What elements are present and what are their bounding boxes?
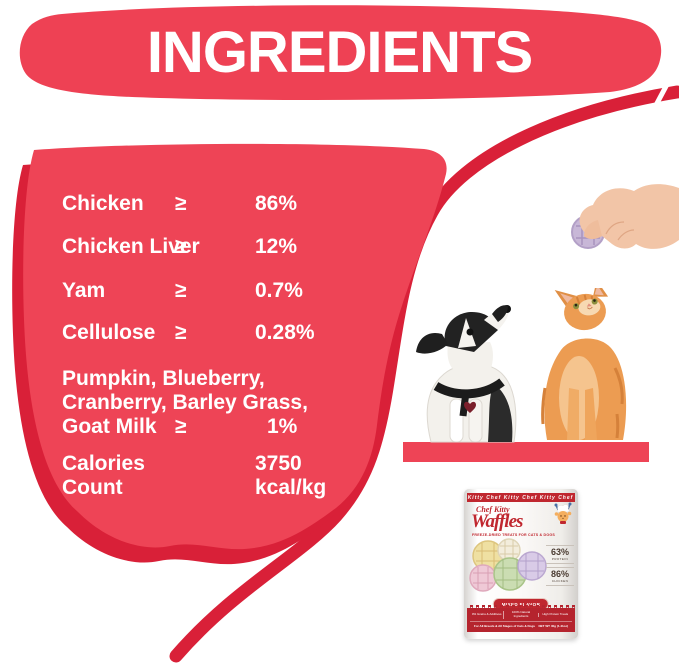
ingredients-blob <box>23 143 447 550</box>
protein-label: PROTEIN <box>551 557 569 561</box>
chicken-badge: 86% CHICKEN <box>546 567 574 586</box>
dog-ear <box>416 332 448 354</box>
calories-label-1: Calories <box>62 452 145 475</box>
ingredient-name: Yam <box>62 279 106 302</box>
chicken-label: CHICKEN <box>551 579 569 583</box>
hand-with-treat-photo <box>571 184 679 249</box>
ingredient-group-line1: Pumpkin, Blueberry, <box>62 367 265 390</box>
gte-symbol: ≥ <box>175 235 187 258</box>
feature-claim: 0% Grains & Additives <box>471 611 502 616</box>
flavor-badge: MIXED FLAVOR <box>493 599 549 609</box>
waffle-treats-image <box>469 538 547 592</box>
protein-value: 63% <box>550 547 569 557</box>
ingredient-value: 12% <box>255 235 298 258</box>
ingredient-name: Chicken <box>62 192 144 215</box>
brand-strip: Chef Kitty Chef Kitty Chef Kitty Chef Ki… <box>467 493 575 502</box>
dog-photo <box>416 305 517 443</box>
brand-script: Chef Kitty <box>476 505 510 514</box>
feature-claim: High Protein Treats <box>537 612 572 617</box>
package-bottom-band: 0% Grains & Additives 100% Natural Ingre… <box>467 605 575 632</box>
brand-strip-text: Chef Kitty Chef Kitty Chef Kitty Chef Ki… <box>467 494 575 501</box>
package-footer-left: For All Breeds & All Stages of Cats & Do… <box>474 623 535 628</box>
ingredient-value: 0.28% <box>255 321 315 344</box>
banner-shape <box>19 5 662 100</box>
gte-symbol: ≥ <box>175 415 187 438</box>
feature-claim: 100% Natural Ingredients <box>503 610 537 619</box>
dog-heart-tag <box>464 401 476 413</box>
hand <box>579 184 679 249</box>
ingredient-group-line2: Cranberry, Barley Grass, <box>62 391 308 414</box>
cat-head <box>554 288 609 331</box>
dog-harness <box>433 378 505 399</box>
ingredient-name: Goat Milk <box>62 415 157 438</box>
swoosh-curve <box>169 85 679 663</box>
product-package: Chef Kitty Chef Kitty Chef Kitty Chef Ki… <box>464 489 578 639</box>
chicken-value: 86% <box>550 569 569 579</box>
ingredient-value: 86% <box>255 192 298 215</box>
chef-cat-mascot <box>554 502 572 524</box>
pet-shelf <box>403 442 649 462</box>
cat-nose <box>586 303 592 307</box>
gte-symbol: ≥ <box>175 279 187 302</box>
ingredient-value: 0.7% <box>255 279 303 302</box>
nutrition-badges: 63% PROTEIN 86% CHICKEN <box>546 545 574 589</box>
swoosh-notch <box>654 80 671 106</box>
ingredient-name: Cellulose <box>62 321 156 344</box>
brand-name: Waffles <box>471 511 523 532</box>
dog-eye <box>466 328 474 336</box>
protein-badge: 63% PROTEIN <box>546 545 574 564</box>
calories-label-2: Count <box>62 476 123 499</box>
cat-photo <box>541 288 627 440</box>
package-subtitle: FREEZE-DRIED TREATS FOR CATS & DOGS <box>472 533 555 537</box>
gte-symbol: ≥ <box>175 321 187 344</box>
ingredient-value: 1% <box>267 415 298 438</box>
calories-unit: kcal/kg <box>255 476 327 499</box>
calories-value: 3750 <box>255 452 302 475</box>
package-footer-right: NET WT 40g (1.41oz) <box>538 623 568 628</box>
page-title: INGREDIENTS <box>146 20 533 85</box>
chef-hat <box>556 504 570 513</box>
gte-symbol: ≥ <box>175 192 187 215</box>
ingredient-name: Chicken Liver <box>62 235 200 258</box>
